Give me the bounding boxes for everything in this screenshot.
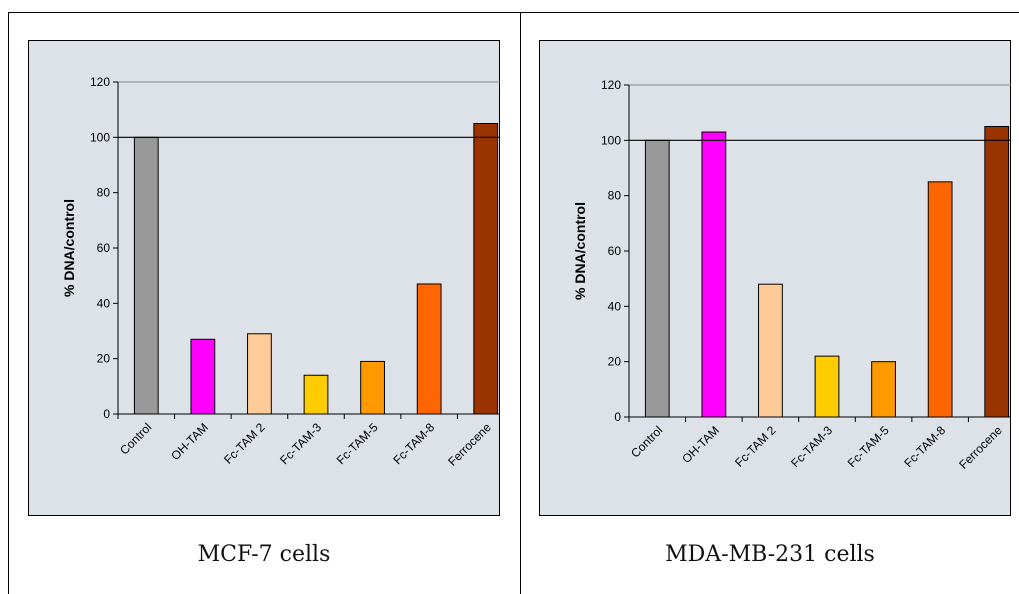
bar <box>360 360 385 415</box>
y-axis-label: % DNA/control <box>61 199 77 297</box>
y-tick-label: 0 <box>614 410 621 424</box>
bar <box>133 136 159 415</box>
mcf7-caption: MCF-7 cells <box>197 542 331 567</box>
y-tick-label: 100 <box>601 133 621 147</box>
y-tick-label: 60 <box>97 241 111 255</box>
bar <box>247 333 272 415</box>
bar <box>416 283 442 415</box>
bar <box>644 139 670 418</box>
table-top-rule <box>8 12 1019 13</box>
y-tick-label: 120 <box>601 78 621 92</box>
bar <box>190 338 216 415</box>
bar <box>701 131 727 418</box>
table-middle-rule <box>520 12 521 594</box>
y-tick-label: 80 <box>97 186 111 200</box>
table-left-rule <box>8 12 9 594</box>
mdamb231-chart-panel: 0 20 40 60 80 100 120% DNA/control Control OH-TA… <box>539 40 1011 516</box>
bar <box>473 123 499 415</box>
y-tick-label: 0 <box>103 407 110 421</box>
bar <box>984 126 1010 418</box>
y-tick-label: 120 <box>90 75 110 89</box>
y-tick-label: 100 <box>90 130 110 144</box>
y-tick-label: 60 <box>608 244 622 258</box>
y-tick-label: 80 <box>608 189 622 203</box>
bar <box>303 374 329 415</box>
mdamb231-caption: MDA-MB-231 cells <box>665 542 875 567</box>
y-tick-label: 40 <box>97 296 111 310</box>
mcf7-chart-panel: 0 20 40 60 80 100 120% DNA/control Control OH-TA… <box>28 40 500 516</box>
y-tick-label: 40 <box>608 299 622 313</box>
bar <box>758 283 783 418</box>
y-axis-label: % DNA/control <box>572 202 588 300</box>
y-tick-label: 20 <box>608 355 622 369</box>
bar <box>927 181 953 418</box>
y-tick-label: 20 <box>97 352 111 366</box>
bar <box>871 361 896 418</box>
bar <box>814 355 840 418</box>
chart-area <box>28 40 500 516</box>
